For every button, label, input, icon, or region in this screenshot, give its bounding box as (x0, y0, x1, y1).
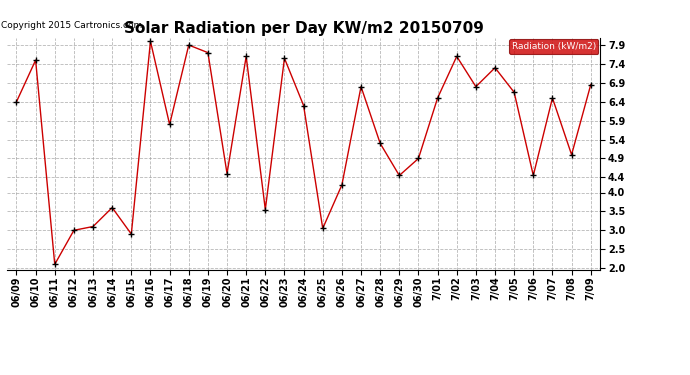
Title: Solar Radiation per Day KW/m2 20150709: Solar Radiation per Day KW/m2 20150709 (124, 21, 484, 36)
Text: Copyright 2015 Cartronics.com: Copyright 2015 Cartronics.com (1, 21, 142, 30)
Legend: Radiation (kW/m2): Radiation (kW/m2) (509, 39, 598, 54)
